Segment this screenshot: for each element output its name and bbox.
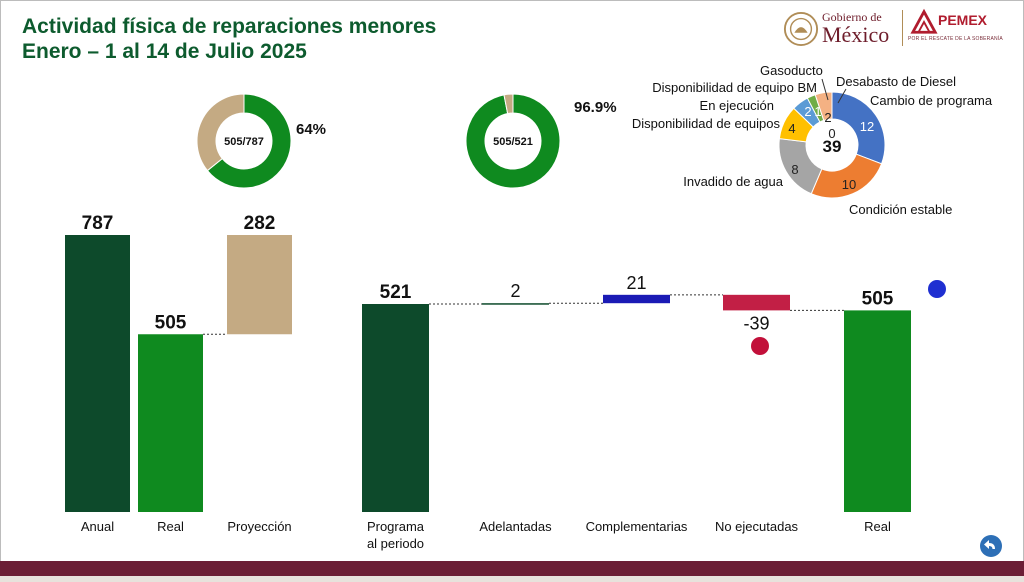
leader-line-diesel — [837, 88, 847, 104]
title-line-2: Enero – 1 al 14 de Julio 2025 — [22, 40, 307, 63]
bar-value-label-1: 505 — [155, 312, 187, 333]
donut-causes-value-1: 10 — [842, 177, 856, 192]
logo-divider — [902, 10, 903, 46]
donut-progress-period-slice-1 — [503, 93, 514, 115]
waterfall-value-label-0: 521 — [380, 282, 412, 303]
donut-causes-value-5: 1 — [814, 104, 821, 119]
bar-value-label-2: 282 — [244, 213, 276, 234]
donut-causes-center-label: 39 — [823, 137, 842, 156]
waterfall-value-label-2: 21 — [626, 273, 646, 293]
waterfall-category-label-4-0: Real — [864, 519, 891, 534]
title-line-1: Actividad física de reparaciones menores — [22, 15, 437, 38]
donut-causes-label-7: Cambio de programa — [870, 93, 993, 108]
donut-progress-period-slice-0 — [465, 93, 561, 189]
waterfall-category-label-1-0: Adelantadas — [479, 519, 552, 534]
gobierno-line-2: México — [822, 22, 890, 47]
bar-proyección — [227, 235, 292, 335]
red-sphere-marker — [751, 337, 769, 355]
donut-causes-value-4: 2 — [804, 104, 811, 119]
donut-causes-slice-1 — [810, 153, 883, 199]
leader-line-gasoducto — [821, 78, 829, 101]
donut-causes-value-2: 8 — [791, 162, 798, 177]
waterfall-value-label-1: 2 — [510, 281, 520, 301]
waterfall-bar-3 — [723, 294, 790, 311]
donut-causes-value-6: 2 — [824, 110, 831, 125]
bar-real — [138, 334, 203, 512]
donut-causes-slice-0 — [831, 91, 886, 165]
bar-category-label-1: Real — [157, 519, 184, 534]
pemex-logo-text: PEMEX — [938, 12, 988, 28]
waterfall-bar-4 — [844, 310, 911, 512]
pemex-tagline: POR EL RESCATE DE LA SOBERANÍA — [908, 36, 1003, 42]
waterfall-bar-2 — [603, 294, 670, 304]
donut-causes-label-2: Disponibilidad de equipos — [632, 116, 781, 131]
donut-causes-label-0: Condición estable — [849, 202, 952, 217]
donut-causes-value-7: 0 — [828, 126, 835, 141]
waterfall-category-label-2-0: Complementarias — [586, 519, 688, 534]
donut-causes-value-3: 4 — [788, 121, 795, 136]
donut-causes-label-6: Desabasto de Diesel — [836, 74, 956, 89]
waterfall-category-label-0-0: Programa — [367, 519, 425, 534]
bar-anual — [65, 235, 130, 512]
waterfall-value-label-3: -39 — [743, 313, 769, 333]
pemex-eagle-icon — [910, 8, 938, 34]
footer-band-light — [0, 576, 1024, 582]
donut-annual-center-label: 505/787 — [224, 136, 264, 148]
donut-period-center-label: 505/521 — [493, 136, 533, 148]
slide-title: Actividad física de reparaciones menores… — [22, 14, 436, 64]
bar-value-label-0: 787 — [82, 213, 114, 234]
donut-causes-label-3: En ejecución — [700, 98, 774, 113]
waterfall-bar-0 — [362, 304, 429, 512]
return-arrow-icon — [984, 540, 995, 549]
back-button[interactable] — [980, 535, 1002, 557]
donut-causes-label-1: Invadido de agua — [683, 174, 784, 189]
donut-progress-annual-slice-0 — [206, 93, 292, 189]
mexico-seal-logo — [783, 11, 819, 47]
blue-sphere-marker — [928, 280, 946, 298]
donut-progress-annual-slice-1 — [196, 93, 245, 172]
waterfall-value-label-4: 505 — [862, 288, 894, 309]
waterfall-category-label-0-1: al periodo — [367, 536, 424, 551]
bar-category-label-0: Anual — [81, 519, 114, 534]
waterfall-bar-1 — [482, 303, 549, 305]
donut-causes-label-4: Disponibilidad de equipo BM — [652, 80, 817, 95]
gobierno-logo-text: Gobierno de México — [822, 10, 889, 46]
waterfall-category-label-3-0: No ejecutadas — [715, 519, 799, 534]
gobierno-line-1: Gobierno de — [822, 10, 882, 24]
donut-period-percent-label: 96.9% — [574, 99, 617, 116]
donut-causes-label-5: Gasoducto — [760, 63, 823, 78]
footer-band — [0, 561, 1024, 576]
donut-annual-percent-label: 64% — [296, 121, 326, 138]
bar-category-label-2: Proyección — [227, 519, 291, 534]
donut-causes-value-0: 12 — [860, 119, 874, 134]
